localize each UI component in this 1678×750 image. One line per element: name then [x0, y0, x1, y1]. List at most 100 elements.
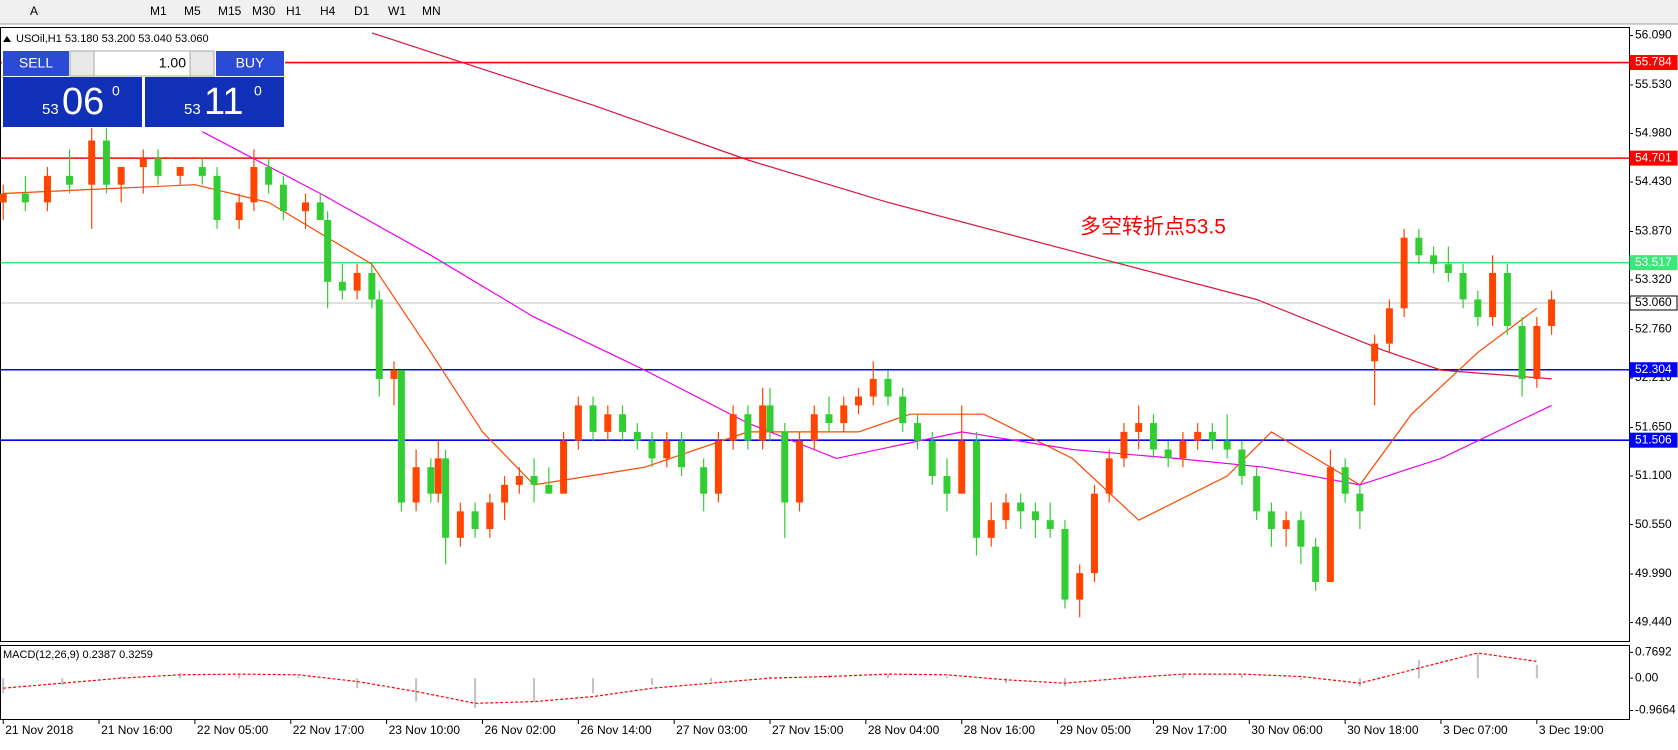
candle-body	[456, 511, 464, 538]
candle-body	[250, 167, 258, 203]
candle-body	[700, 467, 708, 494]
timeframe-button[interactable]: W1	[388, 4, 406, 18]
y-tick-label: 51.100	[1635, 468, 1672, 482]
timeframe-button[interactable]: H1	[286, 4, 302, 18]
timeframe-button[interactable]: MN	[422, 4, 441, 18]
x-tick-label: 3 Dec 07:00	[1443, 723, 1508, 737]
price-level-label: 54.701	[1635, 150, 1672, 164]
macd-bar	[1122, 676, 1125, 679]
macd-bar	[769, 676, 772, 679]
candle-body	[66, 175, 74, 185]
macd-bar	[1476, 653, 1479, 679]
x-tick-label: 3 Dec 19:00	[1539, 723, 1604, 737]
trade-panel: SELL 1.00 BUY 53 06 0 53 11 0	[2, 50, 285, 128]
candle-body	[1046, 520, 1054, 529]
candle-body	[1238, 449, 1246, 477]
candle-body	[766, 405, 774, 432]
candle-body	[427, 467, 435, 494]
candle-body	[972, 440, 980, 538]
candle-body	[501, 484, 509, 503]
buy-label[interactable]: BUY	[236, 55, 265, 71]
candle-body	[759, 405, 767, 441]
candle-body	[1489, 272, 1497, 318]
candle-body	[1017, 502, 1025, 512]
candle-body	[1400, 237, 1408, 309]
macd-bar	[356, 678, 359, 689]
candle-body	[154, 158, 162, 176]
x-tick-label: 29 Nov 05:00	[1060, 723, 1132, 737]
candle-body	[604, 414, 612, 432]
sell-price-big: 53	[42, 101, 59, 118]
candle-body	[390, 370, 398, 379]
price-level-label: 52.304	[1635, 362, 1672, 376]
timeframe-button[interactable]: H4	[320, 4, 336, 18]
timeframe-button[interactable]: M15	[218, 4, 242, 18]
candle-body	[840, 405, 848, 424]
x-tick-label: 22 Nov 17:00	[293, 723, 365, 737]
collapse-icon	[3, 36, 11, 42]
candle-body	[198, 167, 206, 176]
candle-body	[928, 440, 936, 477]
lot-value[interactable]: 1.00	[159, 55, 186, 71]
candle-body	[1179, 440, 1187, 459]
timeframe-button[interactable]: D1	[354, 4, 370, 18]
price-level-box	[1629, 55, 1678, 71]
macd-bar	[1535, 664, 1538, 679]
candle-body	[397, 370, 405, 503]
candle-body	[899, 396, 907, 424]
candle-body	[1149, 423, 1157, 450]
candle-body	[1459, 272, 1467, 300]
candle-body	[729, 414, 737, 441]
candle-body	[21, 193, 29, 203]
price-level-box	[1629, 255, 1678, 271]
candle-body	[1002, 502, 1010, 521]
candle-body	[913, 423, 921, 441]
macd-bar	[1240, 674, 1243, 679]
macd-bar	[238, 674, 241, 679]
lot-down[interactable]	[69, 50, 95, 77]
buy-price-box[interactable]	[145, 77, 284, 127]
buy-button[interactable]	[216, 51, 284, 76]
price-level-box	[1629, 150, 1678, 166]
y-tick-label: 54.980	[1635, 126, 1672, 140]
candle-body	[139, 158, 147, 168]
candle-body	[943, 476, 951, 494]
sell-label[interactable]: SELL	[19, 55, 53, 71]
candle-body	[825, 414, 833, 424]
candle-body	[574, 405, 582, 441]
price-level-label: 55.784	[1635, 55, 1672, 69]
timeframe-button[interactable]: A	[30, 4, 38, 18]
price-level-label: 51.506	[1635, 432, 1672, 446]
sell-price-box[interactable]	[3, 77, 142, 127]
candle-body	[117, 167, 125, 185]
timeframe-button[interactable]: M30	[252, 4, 276, 18]
lot-up[interactable]	[189, 50, 215, 77]
candle-body	[869, 378, 877, 397]
candle-body	[855, 396, 863, 406]
candle-body	[1474, 299, 1482, 318]
x-tick-label: 21 Nov 2018	[5, 723, 73, 737]
candle-body	[884, 378, 892, 397]
candle-body	[714, 440, 722, 494]
sell-button[interactable]	[3, 51, 69, 76]
candle-body	[442, 458, 450, 538]
candle-body	[43, 175, 51, 203]
moving-average	[371, 32, 1552, 380]
buy-price-big: 53	[184, 101, 201, 118]
candle-body	[1430, 255, 1438, 265]
candle-body	[1194, 431, 1202, 441]
candle-body	[265, 167, 273, 185]
macd-bar	[886, 674, 889, 679]
macd-bar	[179, 673, 182, 679]
candle-body	[368, 272, 376, 300]
candle-body	[1223, 440, 1231, 450]
candle-body	[1297, 520, 1305, 547]
x-tick-label: 30 Nov 18:00	[1347, 723, 1419, 737]
candle-body	[1208, 431, 1216, 441]
timeframe-button[interactable]: M1	[150, 4, 167, 18]
timeframe-button[interactable]: M5	[184, 4, 201, 18]
macd-bar	[415, 678, 418, 702]
macd-signal	[3, 652, 1537, 704]
candle-body	[1253, 476, 1261, 512]
price-level-label: 53.517	[1635, 255, 1672, 269]
